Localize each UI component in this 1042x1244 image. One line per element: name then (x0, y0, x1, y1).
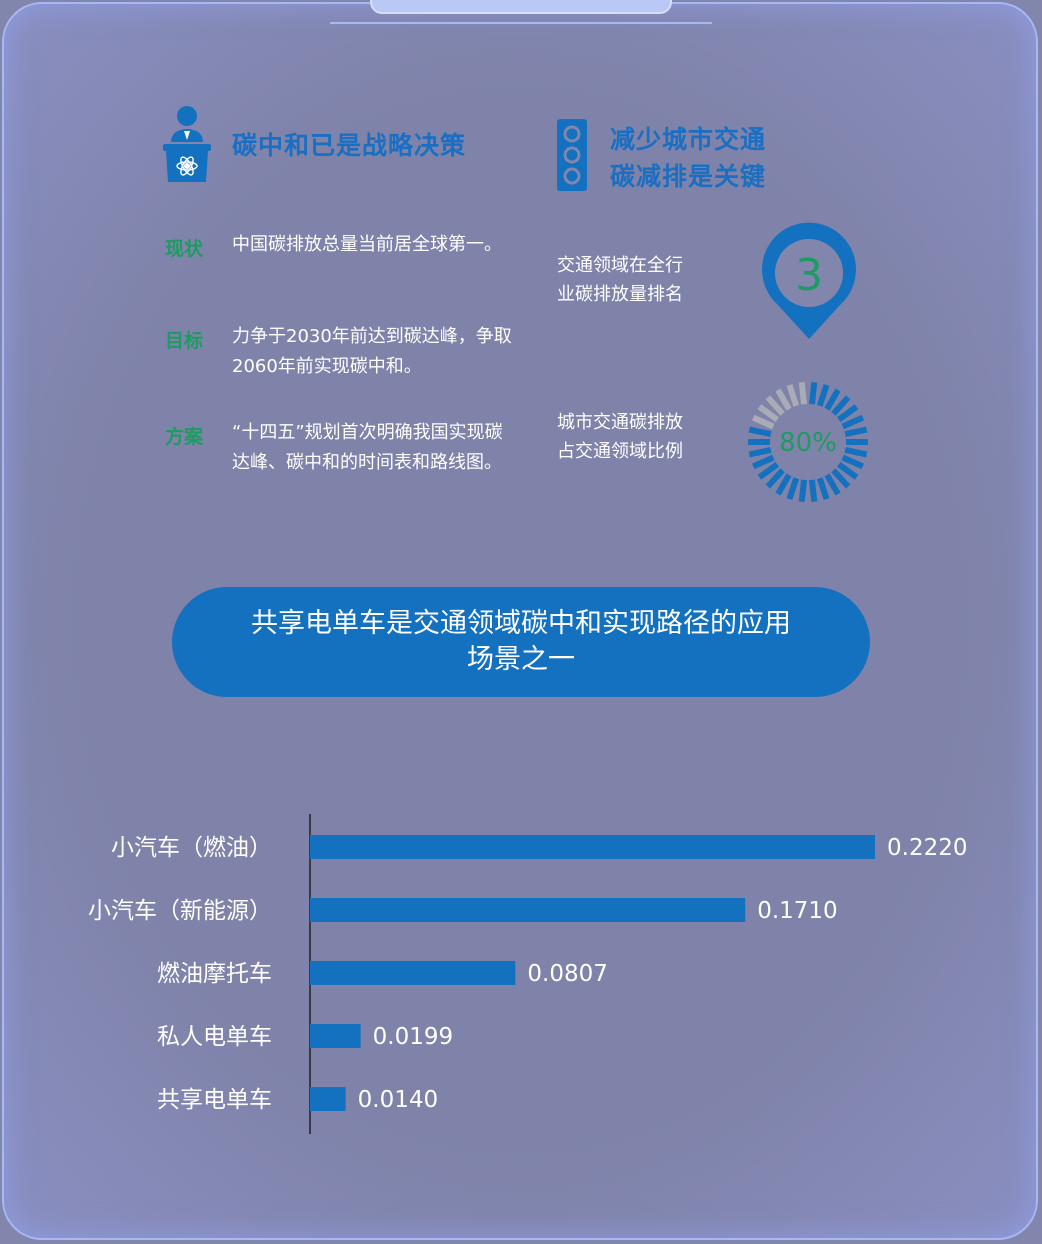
banner-text-line1: 共享电单车是交通领域碳中和实现路径的应用 (251, 608, 791, 639)
percent-ring-gauge: 80% (748, 382, 868, 502)
ring-tick-inactive (775, 388, 792, 411)
ring-tick-active (831, 395, 851, 416)
ring-tick-active (816, 477, 830, 500)
bar-4 (310, 1087, 346, 1111)
traffic-light-icon (557, 119, 587, 191)
ring-tick-active (751, 454, 775, 470)
stat-share-text-line2: 占交通领域比例 (557, 441, 683, 462)
category-label-2: 燃油摩托车 (157, 961, 272, 987)
stat-share-value: 80% (779, 428, 837, 458)
ring-tick-active (831, 468, 851, 489)
ring-tick-active (824, 388, 841, 411)
bar-0 (310, 835, 875, 859)
value-label-0: 0.2220 (887, 835, 967, 861)
value-label-4: 0.0140 (358, 1087, 438, 1113)
category-label-1: 小汽车（新能源） (88, 898, 272, 924)
right-header-title-line2: 碳减排是关键 (610, 162, 767, 191)
bar-2 (310, 961, 516, 985)
stat-share-text-line1: 城市交通碳排放 (557, 412, 683, 433)
banner-text: 共享电单车是交通领域碳中和实现路径的应用 场景之一 (211, 606, 831, 678)
stat-rank-text-line1: 交通领域在全行 (557, 255, 683, 276)
category-label-3: 私人电单车 (157, 1024, 272, 1050)
ring-tick-active (841, 454, 865, 470)
ring-tick-active (757, 461, 780, 480)
bar-1 (310, 898, 746, 922)
banner-pill: 共享电单车是交通领域碳中和实现路径的应用 场景之一 (172, 587, 870, 697)
stat-rank-text-line2: 业碳排放量排名 (557, 284, 683, 305)
ring-tick-active (836, 404, 859, 423)
value-label-3: 0.0199 (373, 1024, 453, 1050)
ring-tick-inactive (798, 382, 808, 405)
value-label-2: 0.0807 (527, 961, 607, 987)
item-text-goal-line2: 2060年前实现碳中和。 (232, 356, 422, 377)
item-text-goal-line1: 力争于2030年前达到碳达峰，争取 (232, 326, 512, 347)
ring-tick-active (808, 479, 818, 502)
item-label-plan: 方案 (165, 426, 204, 448)
bar-3 (310, 1024, 361, 1048)
ring-tick-active (748, 426, 772, 438)
category-label-0: 小汽车（燃油） (111, 835, 272, 861)
item-label-goal: 目标 (165, 330, 204, 352)
ring-tick-active (816, 384, 830, 407)
top-notch (330, 0, 712, 24)
ring-tick-active (844, 446, 868, 458)
item-text-plan-line1: “十四五”规划首次明确我国实现碳 (232, 422, 503, 443)
ring-tick-active (844, 426, 868, 438)
item-text-status: 中国碳排放总量当前居全球第一。 (232, 234, 502, 255)
stat-rank-value: 3 (795, 250, 823, 301)
banner-text-line2: 场景之一 (467, 644, 575, 675)
ring-tick-active (808, 382, 818, 405)
left-header-title: 碳中和已是战略决策 (232, 131, 467, 160)
category-label-4: 共享电单车 (157, 1087, 272, 1113)
ring-tick-inactive (786, 384, 800, 407)
ring-tick-active (775, 473, 792, 496)
ring-tick-inactive (757, 404, 780, 423)
ring-tick-inactive (751, 414, 775, 430)
map-pin-icon: 3 (762, 222, 856, 339)
item-text-plan-line2: 达峰、碳中和的时间表和路线图。 (232, 452, 502, 473)
value-label-1: 0.1710 (757, 898, 837, 924)
ring-tick-inactive (765, 395, 785, 416)
ring-tick-active (765, 468, 785, 489)
ring-tick-active (841, 414, 865, 430)
top-tab (370, 0, 672, 14)
podium-speaker-icon (163, 106, 211, 182)
right-header-title-line1: 减少城市交通 (610, 125, 767, 154)
ring-tick-active (748, 446, 772, 458)
item-label-status: 现状 (165, 238, 204, 260)
ring-tick-active (824, 473, 841, 496)
ring-tick-active (786, 477, 800, 500)
ring-tick-active (798, 479, 808, 502)
emission-bar-chart: 小汽车（燃油） 0.2220 小汽车（新能源） 0.1710 燃油摩托车 0.0807 私人… (88, 814, 967, 1134)
ring-tick-active (836, 461, 859, 480)
